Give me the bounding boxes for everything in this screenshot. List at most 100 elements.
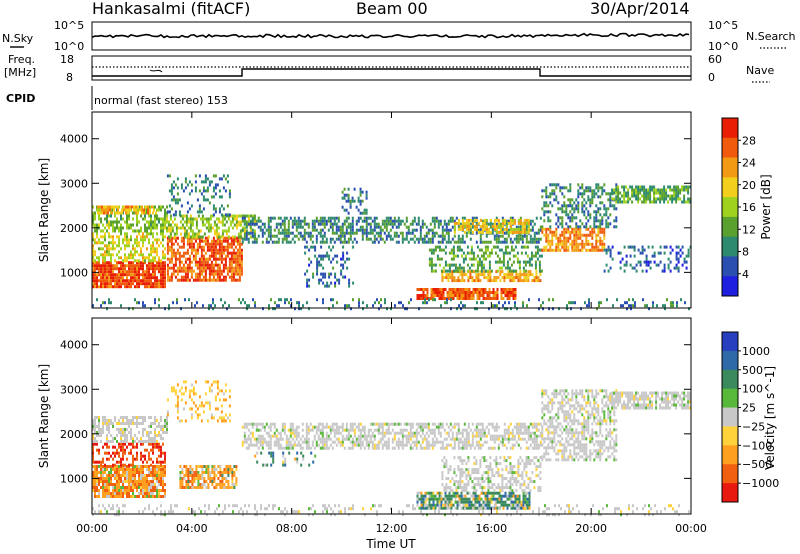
power-echo-cell	[477, 221, 480, 225]
power-echo-cell	[502, 254, 505, 258]
power-echo-cell	[663, 194, 666, 198]
power-echo-cell	[257, 219, 260, 223]
power-echo-cell	[164, 247, 166, 251]
power-echo-cell	[502, 263, 505, 267]
power-echo-cell	[495, 230, 498, 234]
vel-echo-cell	[191, 471, 194, 474]
power-echo-cell	[318, 254, 321, 258]
power-echo-cell	[559, 186, 562, 190]
vel-echo-cell	[106, 434, 108, 437]
power-echo-cell	[421, 222, 424, 226]
power-echo-cell	[216, 257, 219, 261]
vel-echo-cell	[134, 457, 136, 461]
power-echo-cell	[476, 294, 479, 297]
power-echo-cell	[649, 191, 652, 195]
nave-label: Nave	[746, 64, 774, 77]
power-echo-cell	[156, 241, 158, 245]
power-echo-cell	[436, 288, 439, 291]
vel-echo-cell	[245, 437, 248, 441]
power-echo-cell	[351, 231, 354, 235]
power-echo-cell	[190, 239, 193, 243]
power-echo-cell	[445, 222, 448, 226]
power-echo-cell	[645, 188, 648, 192]
power-echo-cell	[433, 222, 436, 226]
power-echo-cell	[583, 233, 586, 237]
power-echo-cell	[191, 223, 194, 227]
power-echo-cell	[117, 205, 119, 209]
power-echo-cell	[641, 251, 644, 255]
power-echo-cell	[573, 242, 576, 246]
power-echo-cell	[533, 234, 536, 238]
power-echo-cell	[584, 301, 586, 305]
vel-echo-cell	[144, 428, 146, 431]
power-echo-cell	[218, 251, 221, 255]
vel-echo-cell	[217, 471, 220, 474]
power-echo-cell	[611, 204, 614, 208]
power-echo-cell	[538, 307, 540, 311]
power-echo-cell	[339, 237, 342, 241]
power-echo-cell	[94, 250, 96, 254]
power-echo-cell	[543, 219, 546, 223]
vel-echo-cell	[94, 425, 96, 428]
power-echo-cell	[328, 284, 331, 288]
power-echo-cell	[290, 304, 292, 308]
power-echo-cell	[146, 282, 148, 286]
vel-echo-cell	[146, 480, 148, 483]
power-echo-cell	[515, 273, 518, 277]
power-echo-cell	[455, 216, 458, 220]
power-echo-cell	[536, 257, 539, 261]
power-echo-cell	[176, 198, 179, 202]
vel-echo-cell	[148, 437, 150, 440]
power-echo-cell	[585, 189, 588, 193]
power-echo-cell	[633, 194, 636, 198]
power-echo-cell	[545, 239, 548, 243]
power-echo-cell	[615, 219, 618, 223]
power-echo-cell	[161, 226, 164, 230]
power-echo-cell	[478, 260, 481, 264]
power-echo-cell	[615, 183, 618, 187]
vel-echo-cell	[102, 471, 104, 474]
power-echo-cell	[166, 174, 169, 178]
vel-echo-cell	[134, 422, 136, 425]
power-echo-cell	[379, 237, 382, 241]
power-echo-cell	[224, 245, 227, 249]
power-echo-cell	[347, 225, 350, 229]
power-echo-cell	[118, 285, 120, 289]
power-echo-cell	[102, 285, 104, 289]
power-echo-cell	[98, 214, 100, 218]
power-echo-cell	[603, 230, 606, 234]
freq-label-line1: Freq.	[8, 53, 35, 66]
power-echo-cell	[515, 230, 518, 234]
vel-echo-cell	[138, 440, 140, 443]
power-echo-cell	[100, 217, 102, 221]
power-echo-cell	[459, 227, 462, 231]
power-echo-cell	[514, 288, 517, 291]
vel-echo-cell	[144, 480, 146, 483]
vel-echo-cell	[148, 492, 150, 495]
power-echo-cell	[466, 269, 469, 273]
power-echo-cell	[184, 272, 187, 276]
vel-echo-cell	[263, 437, 266, 441]
power-echo-cell	[507, 221, 510, 225]
vel-echo-cell	[116, 434, 118, 437]
power-echo-cell	[116, 220, 118, 224]
power-echo-cell	[363, 208, 366, 212]
power-echo-cell	[226, 254, 229, 258]
power-echo-cell	[443, 270, 446, 274]
power-echo-cell	[104, 244, 106, 248]
power-echo-cell	[451, 273, 454, 277]
vel-echo-cell	[152, 465, 154, 468]
power-echo-cell	[287, 240, 290, 244]
power-echo-cell	[665, 188, 668, 192]
power-echo-cell	[116, 273, 118, 277]
power-echo-cell	[653, 188, 656, 192]
power-echo-cell	[218, 275, 221, 279]
power-echo-cell	[501, 276, 504, 280]
power-echo-cell	[421, 240, 424, 244]
power-echo-cell	[304, 272, 307, 276]
power-echo-cell	[236, 272, 239, 276]
vel-echo-cell	[138, 416, 140, 419]
vel-echo-cell	[104, 451, 106, 455]
power-echo-cell	[111, 211, 113, 215]
power-echo-cell	[154, 250, 156, 254]
